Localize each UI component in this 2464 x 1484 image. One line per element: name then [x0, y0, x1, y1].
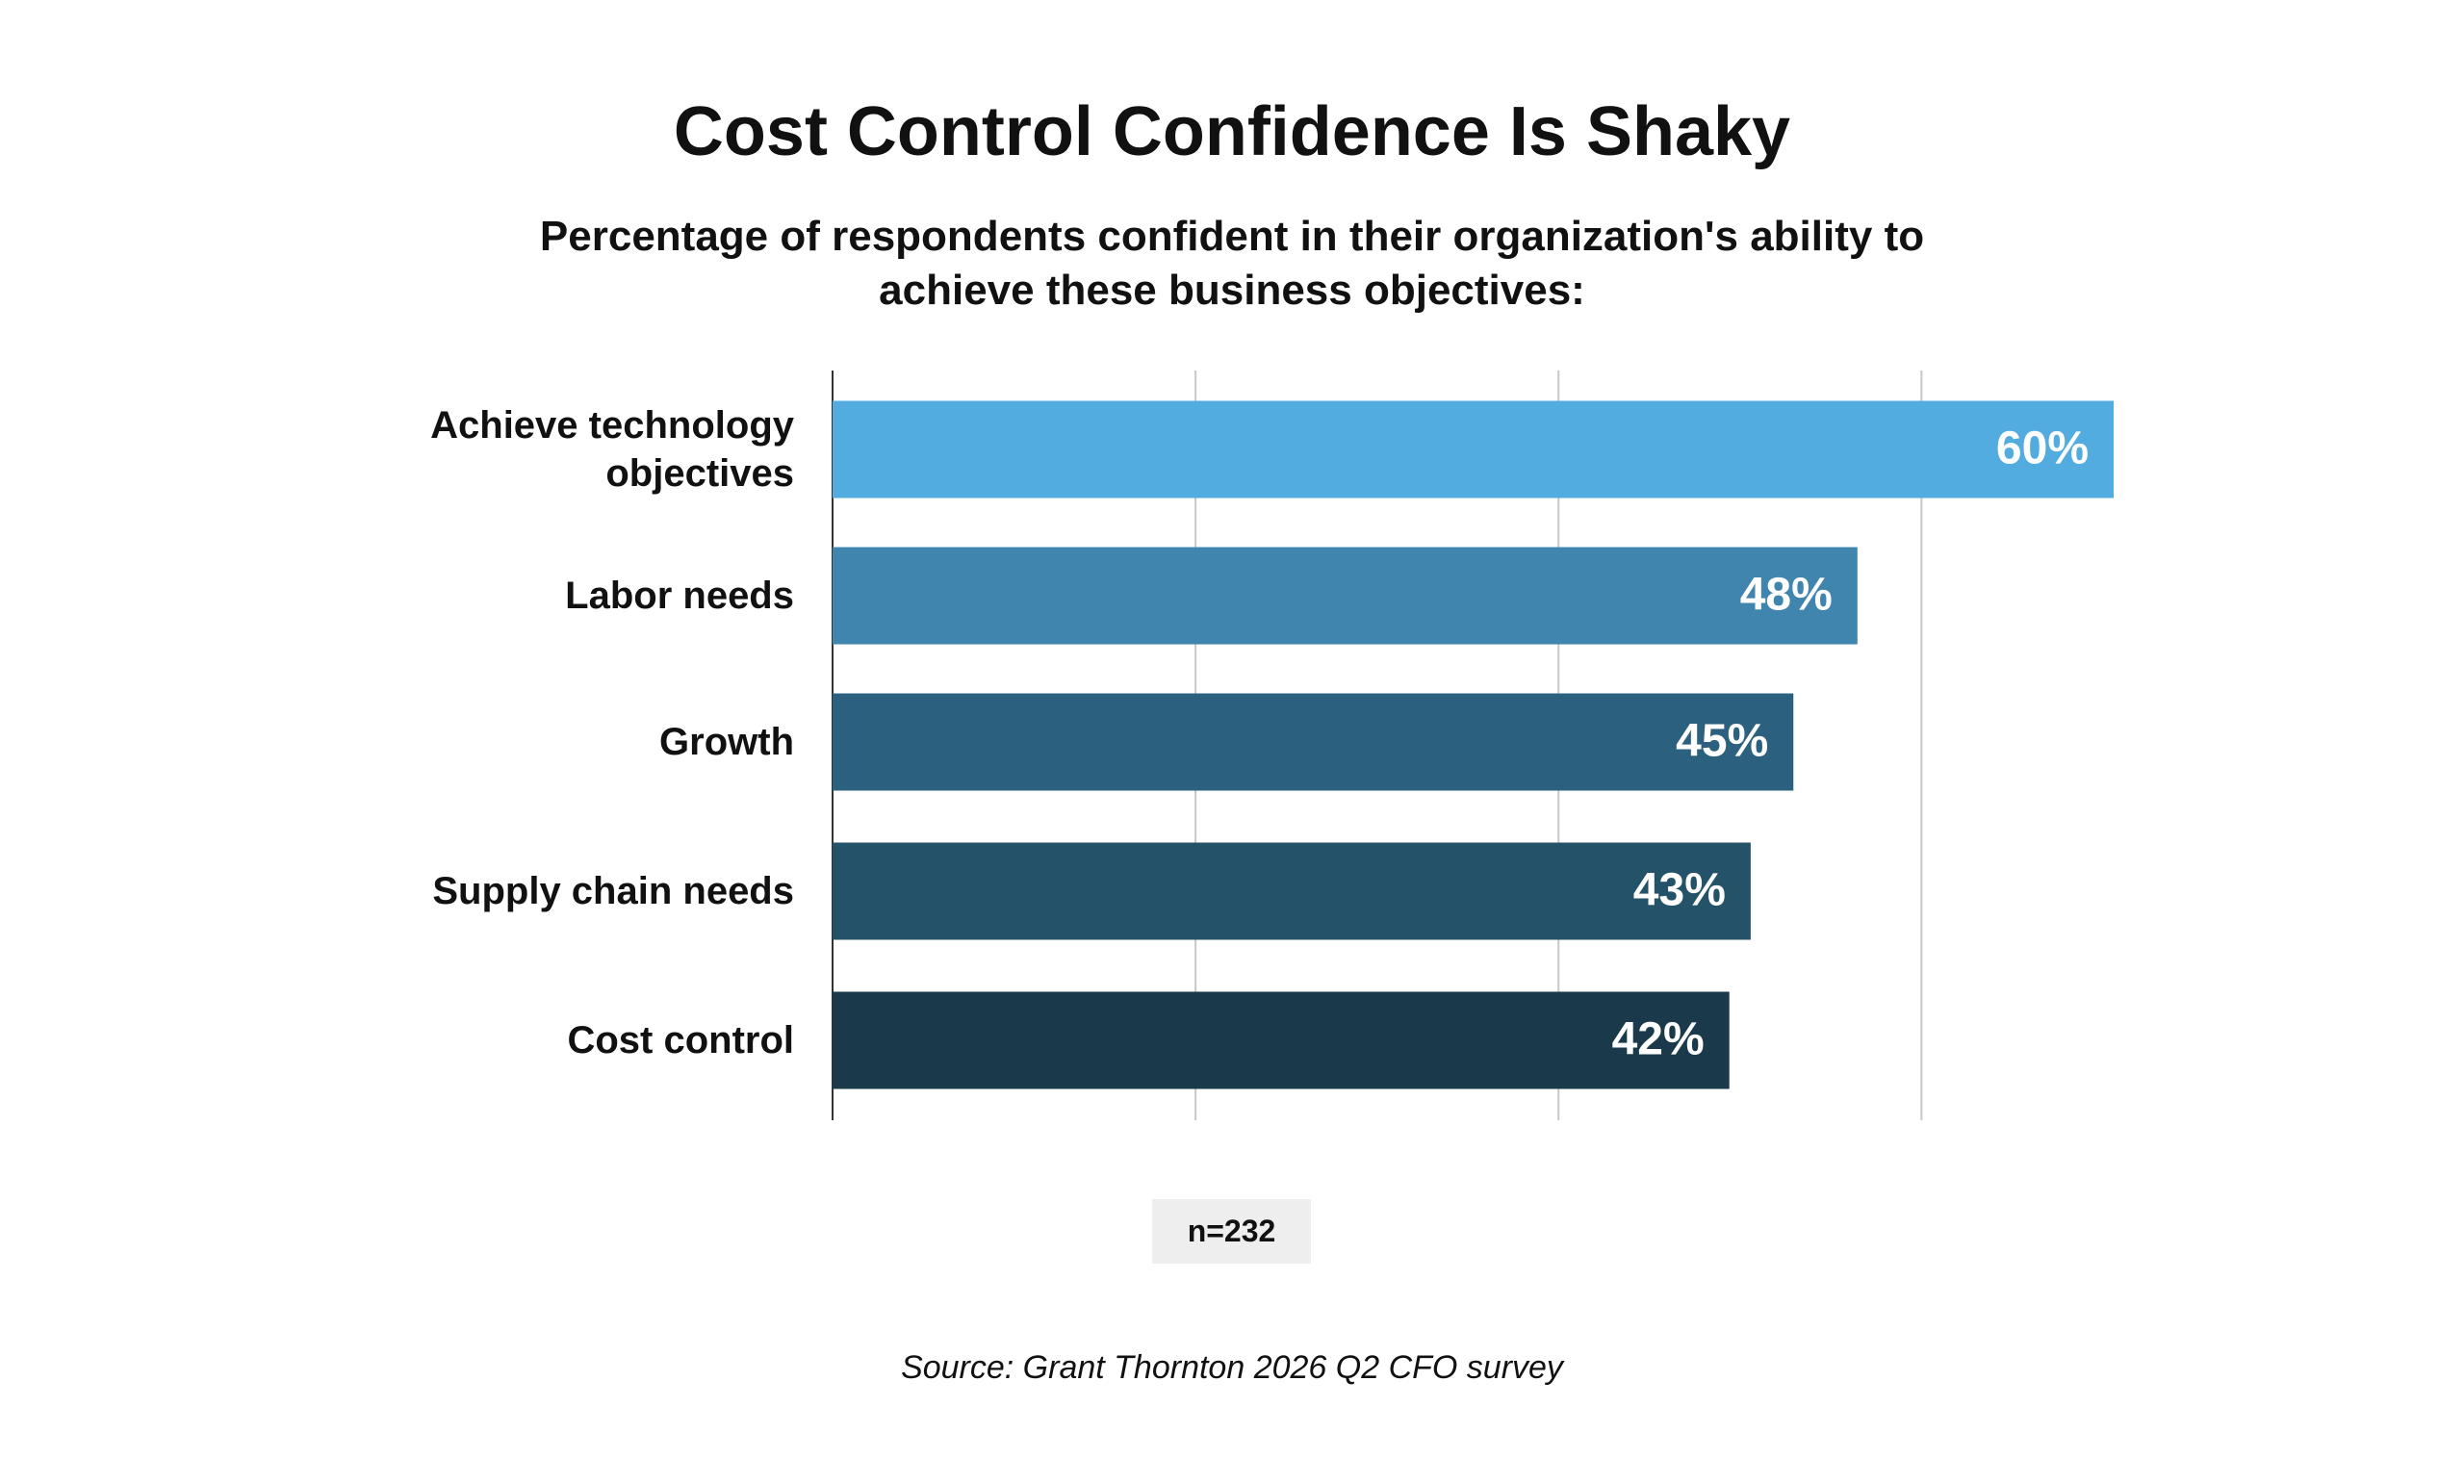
- bar: [833, 991, 1730, 1089]
- category-label: Growth: [659, 721, 794, 763]
- source-note: Source: Grant Thornton 2026 Q2 CFO surve…: [901, 1349, 1563, 1386]
- value-label: 48%: [1740, 570, 1833, 621]
- value-label: 45%: [1676, 716, 1768, 767]
- bar: [833, 400, 2114, 499]
- chart-subtitle: Percentage of respondents confident in t…: [539, 213, 1925, 314]
- sample-size: n=232: [1152, 1199, 1311, 1264]
- bar: [833, 842, 1751, 940]
- bar: [833, 547, 1858, 645]
- value-label: 43%: [1633, 865, 1726, 916]
- category-label: Cost control: [567, 1019, 794, 1062]
- value-label: 42%: [1612, 1014, 1705, 1065]
- value-label: 60%: [1996, 423, 2089, 474]
- category-label: Labor needs: [565, 575, 794, 617]
- category-label: Achieve technology objectives: [430, 404, 794, 495]
- category-label: Supply chain needs: [432, 870, 794, 912]
- chart-title: Cost Control Confidence Is Shaky: [673, 93, 1791, 170]
- bar: [833, 693, 1794, 791]
